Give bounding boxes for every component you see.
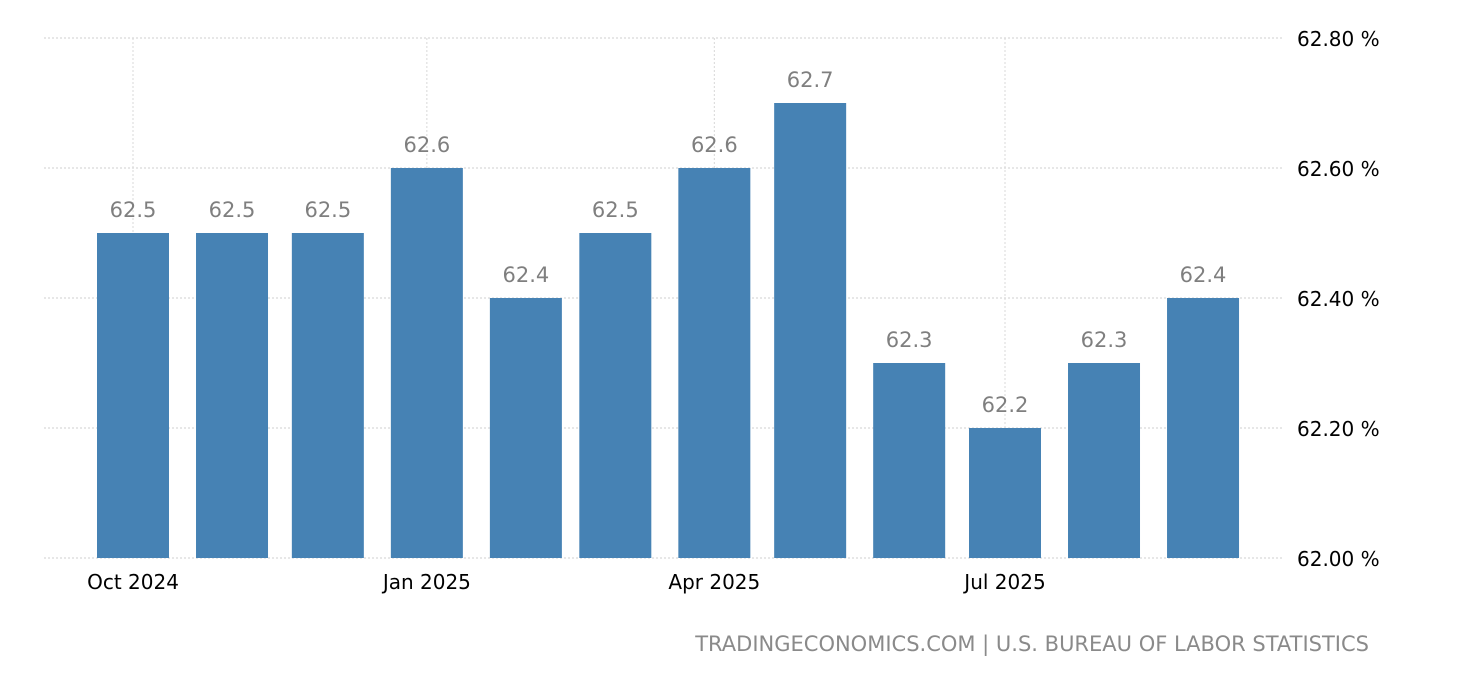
bar xyxy=(291,233,364,558)
data-label: 62.4 xyxy=(502,263,549,287)
x-tick-label: Jul 2025 xyxy=(962,570,1045,594)
bar xyxy=(873,363,946,558)
y-tick-label: 62.40 % xyxy=(1297,287,1380,311)
bar xyxy=(489,298,562,558)
data-label: 62.5 xyxy=(209,198,256,222)
data-label: 62.6 xyxy=(691,133,738,157)
data-label: 62.7 xyxy=(787,68,834,92)
data-label: 62.4 xyxy=(1180,263,1227,287)
data-labels: 62.5 62.5 62.5 62.6 62.4 62.5 62.6 62.7 62.3 62.2… xyxy=(110,68,1227,417)
data-label: 62.5 xyxy=(110,198,157,222)
bar xyxy=(1068,363,1141,558)
data-label: 62.3 xyxy=(1081,328,1128,352)
bar xyxy=(390,168,463,558)
bar xyxy=(1167,298,1240,558)
y-tick-label: 62.20 % xyxy=(1297,417,1380,441)
data-label: 62.5 xyxy=(592,198,639,222)
source-footer: TRADINGECONOMICS.COM | U.S. BUREAU OF LA… xyxy=(694,632,1369,657)
y-tick-label: 62.60 % xyxy=(1297,157,1380,181)
data-label: 62.6 xyxy=(403,133,450,157)
bar xyxy=(579,233,652,558)
data-label: 62.2 xyxy=(982,393,1029,417)
x-axis: Oct 2024 Jan 2025 Apr 2025 Jul 2025 xyxy=(87,570,1046,594)
y-tick-label: 62.80 % xyxy=(1297,27,1380,51)
y-axis: 62.00 % 62.20 % 62.40 % 62.60 % 62.80 % xyxy=(1297,27,1380,571)
x-tick-label: Jan 2025 xyxy=(381,570,471,594)
bar xyxy=(969,428,1041,558)
y-tick-label: 62.00 % xyxy=(1297,547,1380,571)
data-label: 62.3 xyxy=(886,328,933,352)
bar xyxy=(678,168,751,558)
data-label: 62.5 xyxy=(304,198,351,222)
bar xyxy=(97,233,169,558)
x-tick-label: Apr 2025 xyxy=(668,570,760,594)
x-tick-label: Oct 2024 xyxy=(87,570,179,594)
bar xyxy=(196,233,269,558)
bars xyxy=(97,103,1240,558)
bar xyxy=(774,103,847,558)
